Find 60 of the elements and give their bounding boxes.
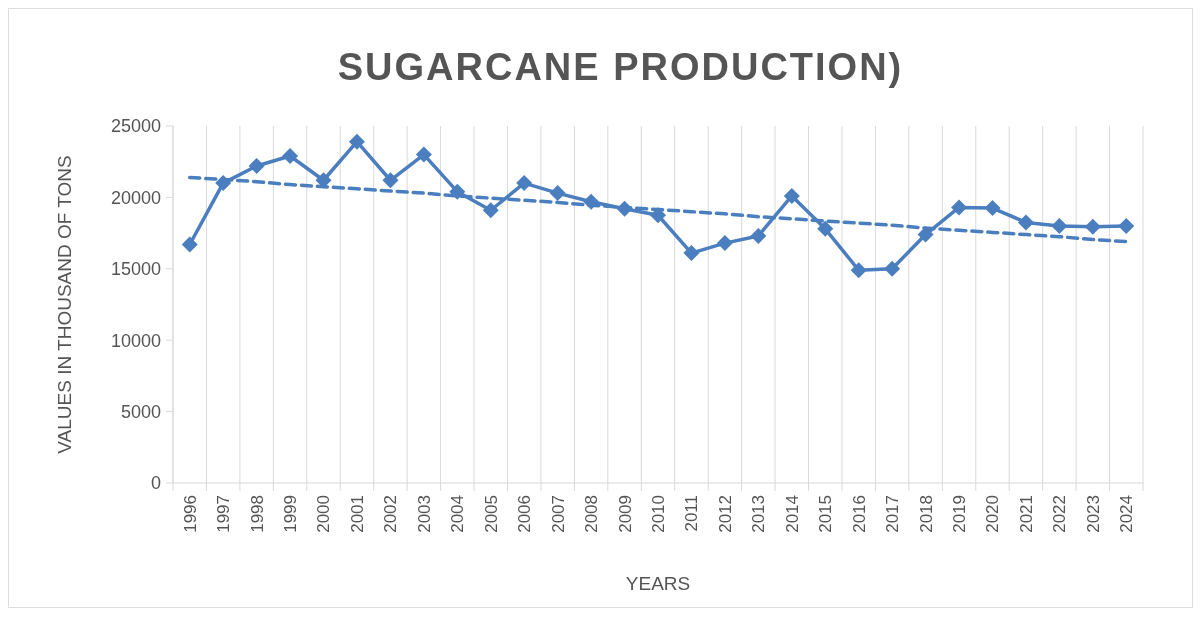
point xyxy=(549,185,566,202)
x-tick-label: 2022 xyxy=(1050,495,1070,533)
x-tick-label: 2001 xyxy=(347,495,367,533)
x-tick-label: 2020 xyxy=(983,495,1003,533)
point xyxy=(248,157,265,174)
point xyxy=(951,199,968,216)
point xyxy=(683,245,700,262)
point xyxy=(984,200,1001,217)
point xyxy=(1017,214,1034,231)
x-tick-label: 1997 xyxy=(214,495,234,533)
x-tick-label: 2004 xyxy=(448,495,468,533)
point xyxy=(348,133,365,150)
point xyxy=(482,202,499,219)
x-tick-label: 2012 xyxy=(715,495,735,533)
x-tick-label: 2024 xyxy=(1117,495,1137,533)
point xyxy=(1051,217,1068,234)
y-tick-label: 25000 xyxy=(110,116,161,137)
y-axis-title: VALUES IN THOUSAND OF TONS xyxy=(54,155,75,454)
x-tick-label: 2019 xyxy=(949,495,969,533)
x-tick-label: 2006 xyxy=(515,495,535,533)
chart-title: SUGARCANE PRODUCTION) xyxy=(337,46,904,88)
point xyxy=(850,262,867,279)
point xyxy=(1084,218,1101,235)
x-tick-label: 2010 xyxy=(648,495,668,533)
x-tick-label: 2016 xyxy=(849,495,869,533)
y-tick-label: 5000 xyxy=(120,401,161,422)
x-tick-label: 2009 xyxy=(615,495,635,533)
x-tick-label: 1999 xyxy=(281,495,301,533)
point xyxy=(181,236,198,253)
y-tick-label: 0 xyxy=(150,473,161,494)
x-tick-label: 2003 xyxy=(414,495,434,533)
point xyxy=(415,146,432,163)
x-tick-label: 2013 xyxy=(749,495,769,533)
point xyxy=(817,220,834,237)
x-tick-label: 2018 xyxy=(916,495,936,533)
x-tick-label: 2023 xyxy=(1083,495,1103,533)
x-tick-label: 2017 xyxy=(883,495,903,533)
x-tick-label: 2007 xyxy=(548,495,568,533)
point xyxy=(716,235,733,252)
y-tick-label: 20000 xyxy=(110,187,161,208)
x-tick-label: 2000 xyxy=(314,495,334,533)
x-tick-label: 1998 xyxy=(247,495,267,533)
x-tick-label: 2011 xyxy=(682,495,702,532)
point xyxy=(783,187,800,204)
point xyxy=(382,172,399,189)
x-tick-label: 2015 xyxy=(816,495,836,533)
x-tick-label: 1996 xyxy=(180,495,200,533)
x-axis-title: YEARS xyxy=(625,573,691,594)
point xyxy=(516,175,533,192)
x-tick-label: 2005 xyxy=(481,495,501,533)
point xyxy=(884,260,901,277)
point xyxy=(282,147,299,164)
x-tick-label: 2014 xyxy=(782,495,802,533)
point xyxy=(1118,217,1135,234)
y-tick-label: 10000 xyxy=(110,330,161,351)
point xyxy=(750,227,767,244)
x-tick-label: 2021 xyxy=(1016,495,1036,533)
y-tick-label: 15000 xyxy=(110,259,161,280)
x-tick-label: 2002 xyxy=(381,495,401,533)
x-tick-label: 2008 xyxy=(582,495,602,533)
